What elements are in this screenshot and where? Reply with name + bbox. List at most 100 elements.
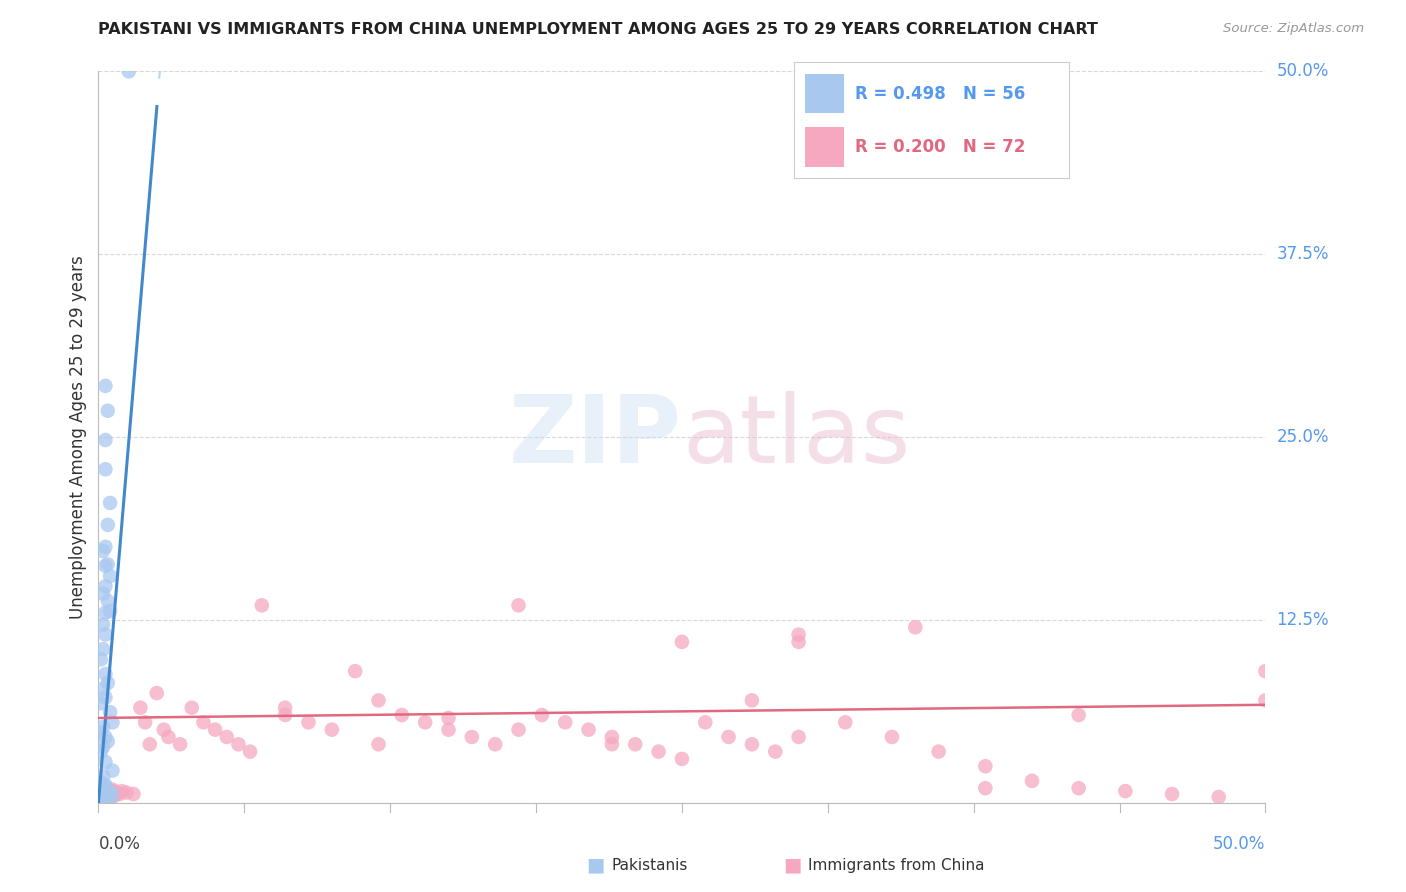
Point <box>101 715 124 730</box>
Point <box>91 617 114 632</box>
Point <box>1067 708 1090 723</box>
Point <box>91 681 114 696</box>
Text: PAKISTANI VS IMMIGRANTS FROM CHINA UNEMPLOYMENT AMONG AGES 25 TO 29 YEARS CORREL: PAKISTANI VS IMMIGRANTS FROM CHINA UNEMP… <box>98 22 1098 37</box>
Point <box>94 579 117 593</box>
Point <box>624 737 647 751</box>
Point <box>90 725 112 739</box>
Text: Source: ZipAtlas.com: Source: ZipAtlas.com <box>1223 22 1364 36</box>
Point <box>97 786 120 800</box>
Point <box>530 708 553 723</box>
Text: 12.5%: 12.5% <box>1277 611 1329 629</box>
Point <box>250 599 273 613</box>
Point <box>91 789 114 803</box>
Point <box>157 730 180 744</box>
Point <box>367 737 389 751</box>
Point <box>215 730 238 744</box>
Point <box>146 686 169 700</box>
Point <box>98 791 121 805</box>
Point <box>90 789 112 804</box>
Point <box>1067 781 1090 796</box>
Point <box>1161 787 1184 801</box>
Text: R = 0.498   N = 56: R = 0.498 N = 56 <box>855 85 1025 103</box>
Text: 50.0%: 50.0% <box>1213 835 1265 853</box>
Point <box>1021 773 1043 788</box>
Point <box>91 789 114 803</box>
Point <box>115 786 138 800</box>
Point <box>695 715 717 730</box>
Point <box>647 745 669 759</box>
Point <box>787 635 810 649</box>
Text: Pakistanis: Pakistanis <box>612 858 688 872</box>
Point <box>94 667 117 681</box>
Point <box>297 715 319 730</box>
Point <box>880 730 903 744</box>
Point <box>1114 784 1136 798</box>
Point <box>928 745 950 759</box>
Point <box>98 793 121 807</box>
Point <box>391 708 413 723</box>
Point <box>741 737 763 751</box>
Point <box>1208 789 1230 804</box>
Point <box>91 782 114 797</box>
Point <box>104 789 127 803</box>
Point <box>94 789 117 803</box>
Point <box>90 791 112 805</box>
Point <box>193 715 215 730</box>
Point <box>91 544 114 558</box>
Text: 50.0%: 50.0% <box>1277 62 1329 80</box>
Point <box>108 787 131 801</box>
Point <box>97 558 120 572</box>
Point <box>763 745 786 759</box>
Point <box>94 690 117 705</box>
Point <box>94 606 117 620</box>
Point <box>91 740 114 755</box>
Point <box>413 715 436 730</box>
Point <box>91 791 114 805</box>
Point <box>90 791 112 805</box>
Point <box>94 780 117 794</box>
Point <box>91 720 114 734</box>
Point <box>180 700 202 714</box>
Point <box>834 715 856 730</box>
Point <box>974 781 997 796</box>
Point <box>94 755 117 769</box>
Point <box>437 711 460 725</box>
Point <box>152 723 174 737</box>
Point <box>94 433 117 447</box>
Point <box>98 705 121 719</box>
Point <box>228 737 250 751</box>
Point <box>787 730 810 744</box>
Point <box>344 664 367 678</box>
Point <box>97 676 120 690</box>
Point <box>98 496 121 510</box>
Point <box>94 627 117 641</box>
Point <box>139 737 162 751</box>
Point <box>90 775 112 789</box>
Point <box>105 786 128 800</box>
Point <box>90 745 112 759</box>
Point <box>94 730 117 744</box>
Point <box>94 778 117 792</box>
Point <box>101 784 124 798</box>
Text: 25.0%: 25.0% <box>1277 428 1329 446</box>
Point <box>94 793 117 807</box>
Point <box>321 723 343 737</box>
Point <box>508 599 530 613</box>
Point <box>111 784 134 798</box>
Text: atlas: atlas <box>682 391 910 483</box>
Point <box>717 730 740 744</box>
Point <box>90 652 112 666</box>
Point <box>461 730 484 744</box>
Point <box>671 752 693 766</box>
Point <box>97 517 120 532</box>
Point <box>97 734 120 748</box>
Point <box>97 789 120 804</box>
Y-axis label: Unemployment Among Ages 25 to 29 years: Unemployment Among Ages 25 to 29 years <box>69 255 87 619</box>
Point <box>94 789 117 803</box>
Point <box>91 586 114 600</box>
Point <box>118 64 141 78</box>
Point <box>274 708 297 723</box>
Point <box>90 696 112 710</box>
Point <box>578 723 600 737</box>
Point <box>101 782 124 797</box>
